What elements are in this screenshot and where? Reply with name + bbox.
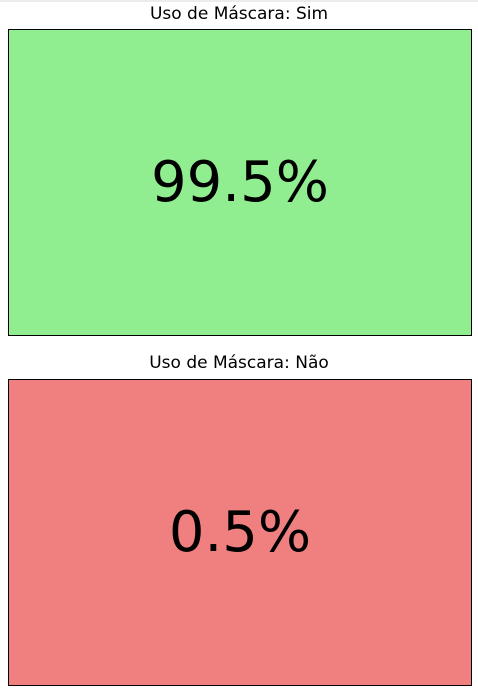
panel-box-nao: 0.5% bbox=[8, 379, 472, 686]
panel-value-nao: 0.5% bbox=[168, 499, 312, 565]
top-strip bbox=[0, 0, 478, 2]
panel-title-sim: Uso de Máscara: Sim bbox=[149, 4, 329, 24]
panel-value-sim: 99.5% bbox=[151, 149, 329, 215]
panel-title-nao: Uso de Máscara: Não bbox=[149, 353, 329, 373]
panel-box-sim: 99.5% bbox=[8, 29, 472, 336]
